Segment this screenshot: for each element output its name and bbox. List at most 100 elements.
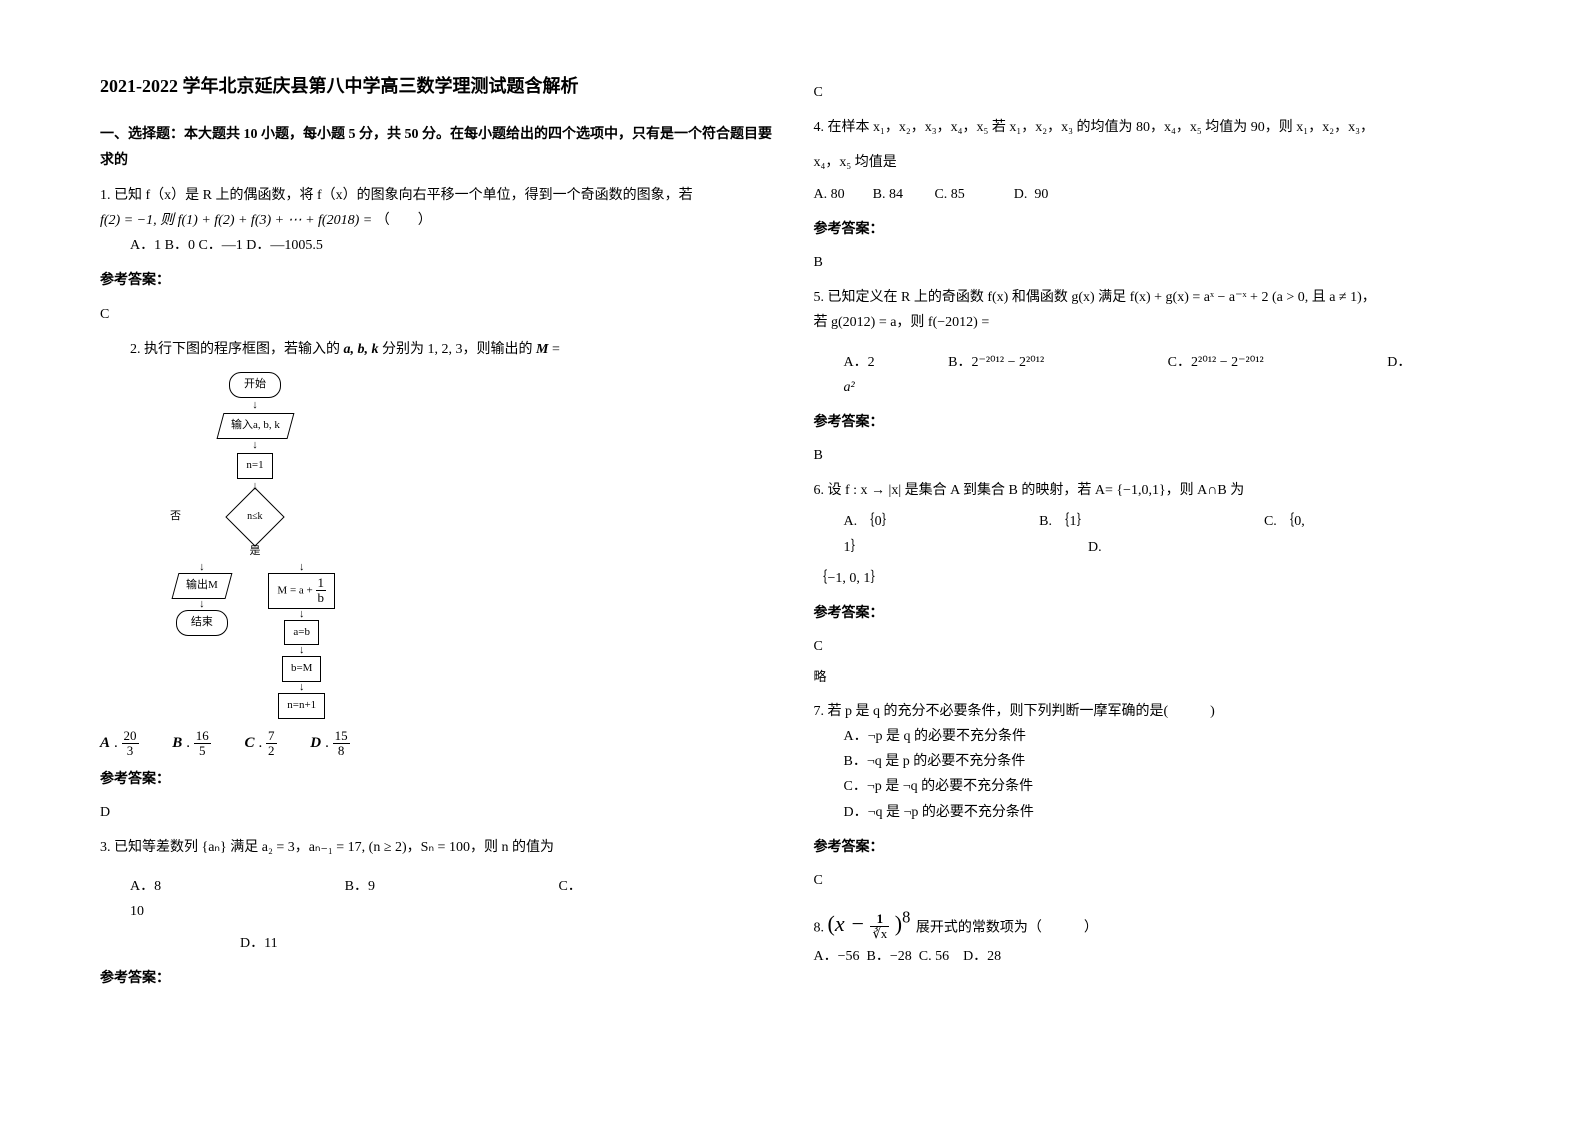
q8-frac-num: 1 bbox=[870, 912, 889, 927]
q5-b-val: 2⁻²⁰¹² − 2²⁰¹² bbox=[971, 355, 1044, 370]
q4-answer: B bbox=[814, 250, 1488, 275]
left-column: 2021-2022 学年北京延庆县第八中学高三数学理测试题含解析 一、选择题：本… bbox=[80, 40, 794, 1082]
q2-c-lbl: C bbox=[245, 735, 255, 751]
q2-a-num: 20 bbox=[122, 729, 139, 744]
q1-answer: C bbox=[100, 302, 774, 327]
q8-x: x − bbox=[835, 911, 865, 936]
q7-opt-b: B．¬q 是 p 的必要不充分条件 bbox=[814, 749, 1488, 774]
q2-flowchart: 开始 输入a, b, k n=1 否 n≤k 是 输出M 结束 bbox=[130, 372, 380, 719]
q1-answer-label: 参考答案： bbox=[100, 268, 774, 293]
q6-a-val: ｛0｝ bbox=[861, 514, 896, 529]
q5-answer: B bbox=[814, 443, 1488, 468]
q3-answer-label: 参考答案： bbox=[100, 966, 774, 991]
q5-a-val: 2 bbox=[868, 355, 875, 370]
q3-a-val: 8 bbox=[154, 879, 161, 894]
q2-eq: = bbox=[548, 342, 559, 357]
q8-frac: 1∛x bbox=[870, 912, 889, 942]
q2-b-num: 16 bbox=[194, 729, 211, 744]
q5-d-val: a² bbox=[844, 380, 855, 395]
q5-answer-label: 参考答案： bbox=[814, 410, 1488, 435]
fc-arrow bbox=[199, 599, 205, 610]
q8-power: 8 bbox=[902, 908, 910, 927]
q1-tail: （ ） bbox=[376, 213, 432, 228]
fc-cond-text: n≤k bbox=[247, 508, 263, 526]
question-5: 5. 已知定义在 R 上的奇函数 f(x) 和偶函数 g(x) 满足 f(x) … bbox=[814, 285, 1488, 400]
fc-outm-text: 输出M bbox=[186, 576, 218, 596]
q6-answer: C bbox=[814, 634, 1488, 659]
q7-answer-label: 参考答案： bbox=[814, 835, 1488, 860]
exam-page: 2021-2022 学年北京延庆县第八中学高三数学理测试题含解析 一、选择题：本… bbox=[0, 0, 1587, 1122]
q7-answer: C bbox=[814, 868, 1488, 893]
q8-tail: 展开式的常数项为（ ） bbox=[916, 920, 1098, 935]
q1-options: A．1 B．0 C．—1 D．—1005.5 bbox=[100, 233, 774, 258]
q2-b-den: 5 bbox=[194, 744, 211, 758]
q3-stem: 3. 已知等差数列 {aₙ} 满足 a₂ = 3，aₙ₋₁ = 17, (n ≥… bbox=[100, 835, 774, 860]
q1-formula-text: f(2) = −1, 则 f(1) + f(2) + f(3) + ⋯ + f(… bbox=[100, 213, 372, 228]
q2-a-lbl: A bbox=[100, 735, 110, 751]
question-1: 1. 已知 f（x）是 R 上的偶函数，将 f（x）的图象向右平移一个单位，得到… bbox=[100, 183, 774, 259]
q3-opt-b: B．9 bbox=[345, 879, 465, 894]
fc-arrow bbox=[130, 440, 380, 451]
q6-b-val: ｛1｝ bbox=[1055, 514, 1090, 529]
doc-title: 2021-2022 学年北京延庆县第八中学高三数学理测试题含解析 bbox=[100, 70, 774, 102]
q6-opt-d-label: D. bbox=[1088, 540, 1102, 555]
fc-assign-m: M = a + 1 b bbox=[268, 573, 335, 609]
fc-arrow bbox=[299, 645, 305, 656]
q3-options: A．8 B．9 C．10 bbox=[100, 874, 774, 924]
fc-output-m: 输出M bbox=[172, 573, 233, 599]
q6-opt-d-value: ｛−1, 0, 1｝ bbox=[814, 566, 1488, 591]
fc-frac-num: 1 bbox=[316, 576, 327, 591]
q5-opt-b: B．2⁻²⁰¹² − 2²⁰¹² bbox=[948, 355, 1084, 370]
fc-assign-a: M = a + bbox=[277, 584, 312, 596]
q2-d-num: 15 bbox=[333, 729, 350, 744]
q6-stem: 6. 设 f : x → |x| 是集合 A 到集合 B 的映射，若 A= {−… bbox=[814, 478, 1488, 503]
q2-opt-b: B. 165 bbox=[172, 729, 211, 759]
q1-formula: f(2) = −1, 则 f(1) + f(2) + f(3) + ⋯ + f(… bbox=[100, 208, 774, 233]
fc-split: 输出M 结束 M = a + 1 b a=b bbox=[175, 562, 335, 719]
fc-input: 输入a, b, k bbox=[216, 413, 294, 439]
q4-stem2: x₄，x₅ 均值是 bbox=[814, 150, 1488, 175]
q6-opt-b: B. ｛1｝ bbox=[1039, 514, 1130, 529]
q3-answer: C bbox=[814, 80, 1488, 105]
fc-arrow bbox=[299, 562, 305, 573]
question-7: 7. 若 p 是 q 的充分不必要条件，则下列判断一摩军确的是( ) A．¬p … bbox=[814, 699, 1488, 825]
q8-options: A．−56 B．−28 C. 56 D．28 bbox=[814, 944, 1488, 969]
q8-open: ( bbox=[828, 911, 835, 936]
fc-start: 开始 bbox=[229, 372, 281, 398]
q8-frac-den: ∛x bbox=[870, 927, 889, 941]
q2-M: M bbox=[536, 342, 548, 357]
q6-note: 略 bbox=[814, 665, 1488, 688]
fc-init: n=1 bbox=[237, 453, 272, 479]
q6-options: A. ｛0｝ B. ｛1｝ C. ｛0, 1｝ D. bbox=[814, 509, 1488, 559]
q2-d-lbl: D bbox=[310, 735, 321, 751]
q4-answer-label: 参考答案： bbox=[814, 217, 1488, 242]
q2-opt-a: A. 203 bbox=[100, 729, 139, 759]
fc-end: 结束 bbox=[176, 610, 228, 636]
q7-opt-c: C．¬p 是 ¬q 的必要不充分条件 bbox=[814, 774, 1488, 799]
q2-opt-c: C. 72 bbox=[245, 729, 277, 759]
fc-arrow bbox=[199, 562, 205, 573]
q8-expr: (x − 1∛x )8 bbox=[828, 911, 916, 936]
fc-arrow bbox=[299, 682, 305, 693]
q3-opt-a: A．8 bbox=[130, 879, 251, 894]
q7-opt-d: D．¬q 是 ¬p 的必要不充分条件 bbox=[814, 800, 1488, 825]
q7-stem: 7. 若 p 是 q 的充分不必要条件，则下列判断一摩军确的是( ) bbox=[814, 699, 1488, 724]
fc-condition: n≤k bbox=[225, 488, 284, 547]
q2-a-den: 3 bbox=[122, 744, 139, 758]
q2-answer-label: 参考答案： bbox=[100, 767, 774, 792]
q4-options: A. 80 B. 84 C. 85 D. 90 bbox=[814, 182, 1488, 207]
right-column: C 4. 在样本 x₁，x₂，x₃，x₄，x₅ 若 x₁，x₂，x₃ 的均值为 … bbox=[794, 40, 1508, 1082]
q5-options: A．2 B．2⁻²⁰¹² − 2²⁰¹² C．2²⁰¹² − 2⁻²⁰¹² D．… bbox=[814, 350, 1488, 400]
q3-c-val: 10 bbox=[130, 904, 144, 919]
fc-ab: a=b bbox=[284, 620, 319, 646]
fc-no-label: 否 bbox=[170, 507, 181, 527]
q1-stem: 1. 已知 f（x）是 R 上的偶函数，将 f（x）的图象向右平移一个单位，得到… bbox=[100, 183, 774, 208]
fc-left-branch: 输出M 结束 bbox=[175, 562, 229, 719]
q2-d-den: 8 bbox=[333, 744, 350, 758]
fc-input-text: 输入a, b, k bbox=[231, 416, 280, 436]
q8-num: 8. bbox=[814, 920, 825, 935]
question-2: 2. 执行下图的程序框图，若输入的 a, b, k 分别为 1, 2, 3，则输… bbox=[100, 337, 774, 362]
q3-b-val: 9 bbox=[368, 879, 375, 894]
q3-opt-d: D．11 bbox=[210, 931, 774, 956]
q2-stem-prefix: 2. 执行下图的程序框图，若输入的 bbox=[130, 342, 344, 357]
